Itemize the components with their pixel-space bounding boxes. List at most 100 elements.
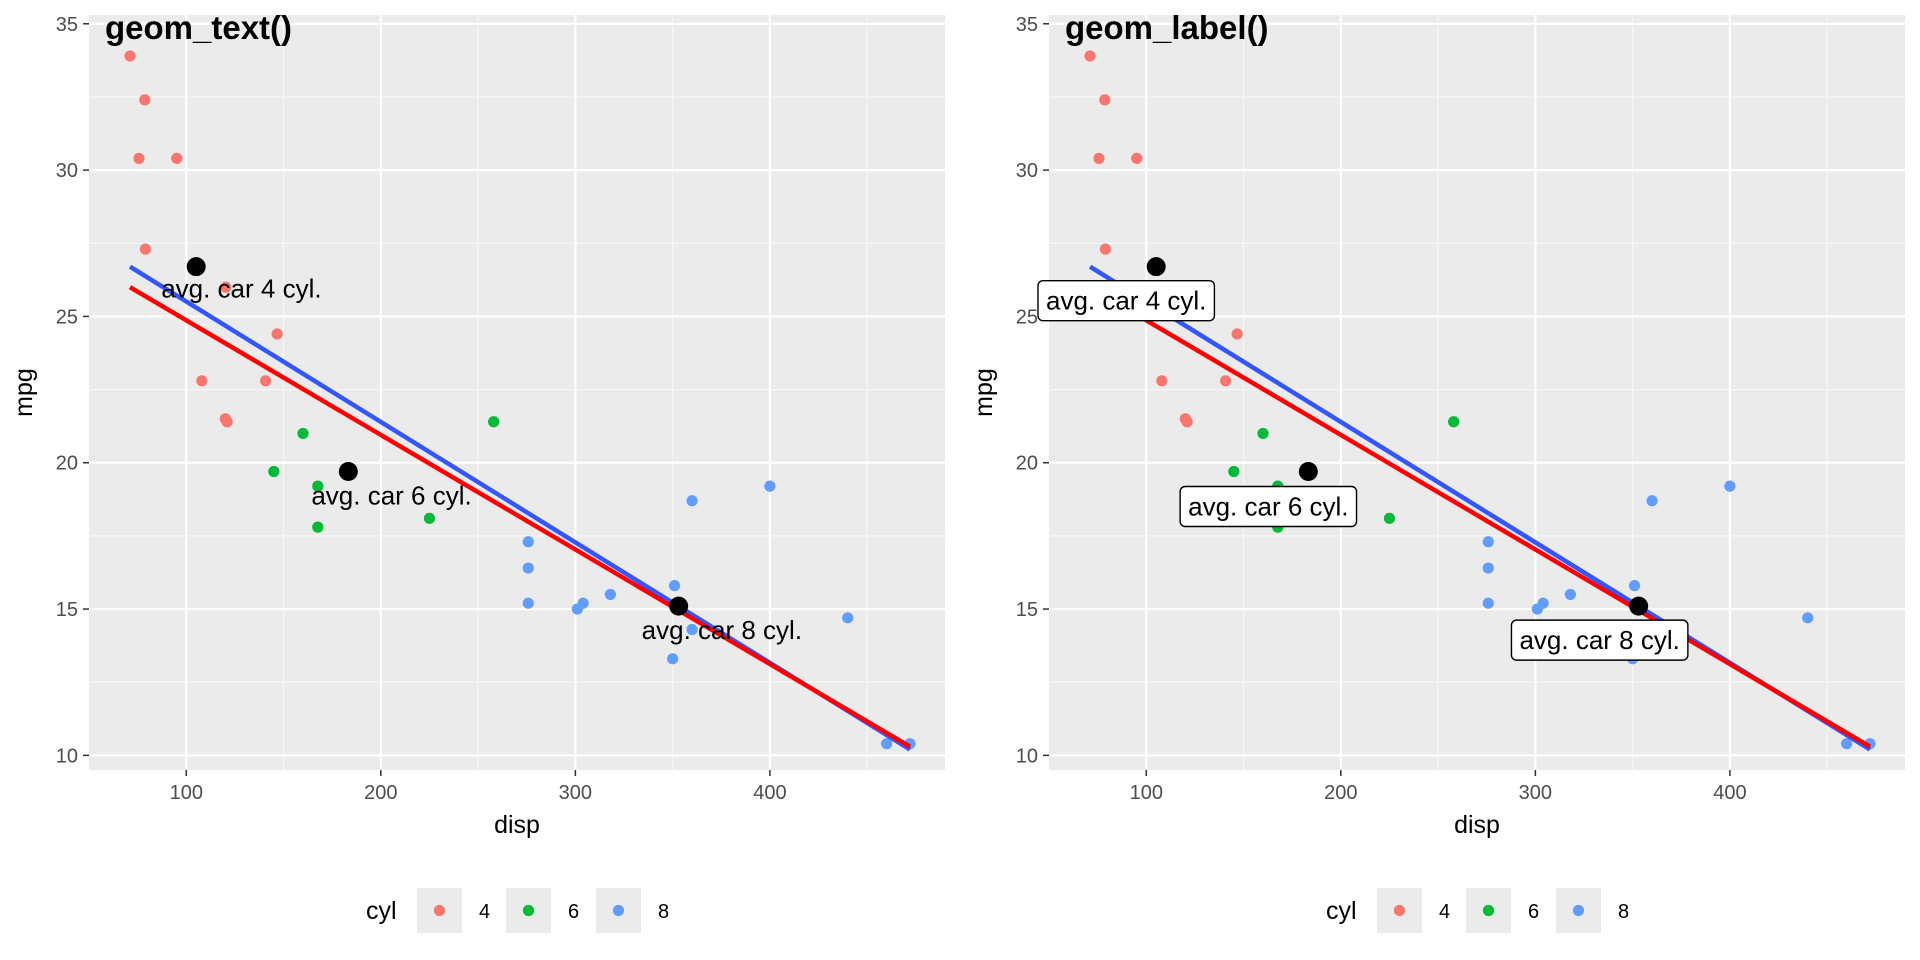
legend-item-8: 8 [596,888,669,933]
data-point [667,653,679,665]
y-tick-label: 25 [1016,306,1038,328]
data-point [1802,612,1814,624]
data-point [221,416,233,428]
average-point [338,462,358,482]
legend-key-point [433,904,446,917]
annotation-label: avg. car 4 cyl. [1037,279,1216,322]
fit-line-red [128,285,912,749]
data-point [312,521,324,533]
average-point [1146,257,1166,277]
data-point [1841,738,1853,750]
data-point [668,580,681,592]
x-tick-label: 100 [1130,782,1163,804]
legend-label: 6 [1528,901,1539,923]
data-point [1228,465,1240,478]
data-point [268,465,280,478]
data-point [522,536,534,548]
y-tick-label: 15 [1016,599,1038,621]
y-tick-label: 15 [56,599,78,621]
y-tick-label: 25 [56,306,78,328]
data-point [1257,427,1269,440]
data-point [260,375,272,387]
data-point [1084,50,1096,62]
annotation-label-box [1179,485,1358,528]
legend-label: 4 [479,901,490,923]
annotation-label-box [1037,279,1216,322]
legend-item-6: 6 [506,888,579,933]
series-cyl-6 [268,416,500,533]
x-axis-title: disp [494,811,540,839]
average-point [1629,596,1649,616]
average-point [186,257,206,277]
data-point [522,562,534,574]
legend-item-6: 6 [1466,888,1539,933]
panel-title: geom_label() [1065,9,1269,46]
y-axis-title: mpg [970,368,998,417]
data-point [1482,536,1494,548]
x-tick-label: 400 [1713,782,1746,804]
data-point [1482,562,1494,574]
annotation-label-text: avg. car 4 cyl. [1046,286,1206,316]
y-tick-label: 10 [56,745,78,767]
data-point [271,328,283,340]
y-tick-label: 30 [56,160,78,182]
x-tick-label: 400 [753,782,786,804]
annotation-label: avg. car 8 cyl. [1510,619,1689,661]
legend-label: 8 [1618,901,1629,923]
average-point [1298,462,1318,482]
annotation-text: avg. car 4 cyl. [161,274,321,304]
x-tick-label: 200 [1324,782,1357,804]
data-point [1093,152,1105,164]
plot-background [1049,15,1905,770]
annotation-label-text: avg. car 8 cyl. [1519,625,1679,655]
legend-label: 8 [658,901,669,923]
data-point [1383,512,1396,524]
fit-line-red [1088,285,1872,749]
legend-label: 4 [1439,901,1450,923]
chart-panel-2: 100 200 300 400 10 15 20 25 30 35 disp mpg avg. car … [970,9,1905,933]
series-cyl-4 [124,50,283,428]
data-point [139,243,152,255]
legend-item-4: 4 [1377,888,1450,933]
data-point [488,416,500,428]
chart-panel-1: 100 200 300 400 10 15 20 25 30 35 disp mpg avg. car … [10,9,945,933]
legend-item-4: 4 [417,888,490,933]
annotation-label: avg. car 6 cyl. [1179,485,1358,528]
y-tick-label: 30 [1016,160,1038,182]
annotation-text: avg. car 8 cyl. [642,615,802,645]
plot-background [89,15,945,770]
legend-title: cyl [366,897,397,925]
panel-title: geom_text() [105,9,292,46]
data-point [133,152,145,164]
data-point [1628,580,1641,592]
data-point [571,603,583,615]
data-point [171,152,183,164]
y-axis-title: mpg [10,368,38,417]
data-point [1646,495,1658,507]
legend-key-point [522,904,535,917]
data-point [1131,152,1143,164]
data-point [1220,375,1232,387]
annotation-text: avg. car 6 cyl. [311,481,471,511]
legend-key-point [1482,904,1495,917]
data-point [1099,243,1112,255]
legend: cyl 4 6 8 [1326,888,1629,933]
data-point [522,597,534,609]
y-tick-label: 10 [1016,745,1038,767]
x-tick-label: 300 [1519,782,1552,804]
legend-label: 6 [568,901,579,923]
data-point [686,623,698,636]
series-cyl-8 [522,480,916,750]
data-point [124,50,136,62]
data-point [1482,597,1494,609]
data-point [1099,94,1111,106]
legend-item-8: 8 [1556,888,1629,933]
data-point [1531,603,1543,615]
legend-key-point [1572,904,1585,917]
data-point [297,427,309,440]
legend-title: cyl [1326,897,1357,925]
data-point [842,612,854,624]
y-tick-label: 35 [1016,14,1038,36]
